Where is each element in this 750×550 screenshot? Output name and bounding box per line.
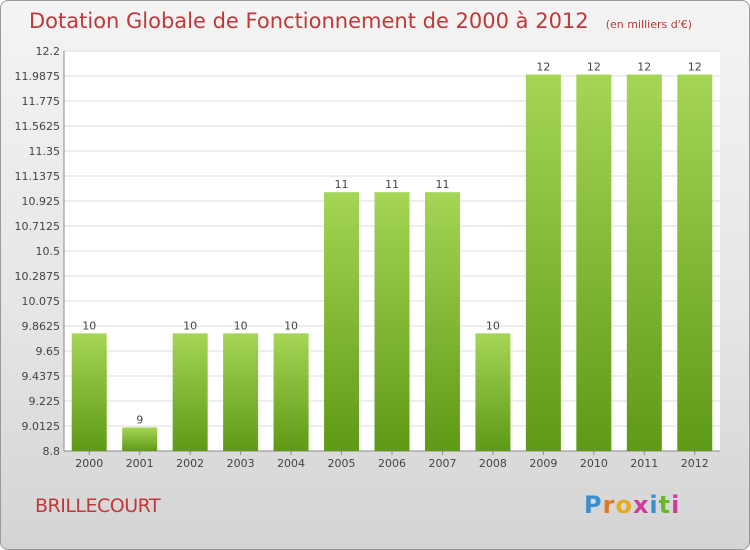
x-tick-label: 2012: [681, 457, 709, 470]
title-row: Dotation Globale de Fonctionnement de 20…: [29, 9, 692, 33]
bar: [122, 427, 158, 451]
x-tick-label: 2000: [75, 457, 103, 470]
y-tick-label: 10.075: [22, 295, 61, 308]
bar-value-label: 10: [486, 319, 500, 332]
y-tick-label: 11.775: [22, 95, 61, 108]
x-tick-label: 2008: [479, 457, 507, 470]
y-tick-label: 10.2875: [15, 270, 61, 283]
y-tick-label: 9.8625: [22, 320, 61, 333]
bar: [172, 333, 208, 451]
x-tick-label: 2009: [529, 457, 557, 470]
logo-letter: P: [584, 491, 603, 519]
bar-value-label: 12: [587, 61, 601, 74]
y-tick-label: 10.7125: [15, 220, 61, 233]
bar: [374, 192, 410, 452]
logo-letter: t: [658, 491, 672, 519]
bar: [324, 192, 360, 452]
bar: [424, 192, 460, 452]
x-tick-label: 2001: [126, 457, 154, 470]
bar-value-label: 9: [136, 413, 143, 426]
y-tick-label: 11.9875: [15, 70, 61, 83]
x-tick-label: 2002: [176, 457, 204, 470]
location-name: BRILLECOURT: [35, 495, 161, 517]
bar: [71, 333, 107, 451]
logo-letter: i: [671, 491, 681, 519]
y-tick-label: 10.925: [22, 195, 61, 208]
y-tick-label: 11.35: [29, 145, 61, 158]
x-tick-label: 2005: [328, 457, 356, 470]
bar: [677, 74, 713, 451]
bar-value-label: 11: [385, 178, 399, 191]
x-tick-label: 2007: [428, 457, 456, 470]
chart-subtitle: (en milliers d'€): [605, 18, 693, 31]
y-tick-label: 9.225: [29, 395, 61, 408]
x-tick-label: 2010: [580, 457, 608, 470]
bar-value-label: 10: [284, 319, 298, 332]
chart-title: Dotation Globale de Fonctionnement de 20…: [29, 9, 589, 33]
y-tick-label: 11.5625: [15, 120, 61, 133]
y-tick-label: 9.0125: [22, 420, 61, 433]
bar-value-label: 11: [435, 178, 449, 191]
bar-value-label: 10: [183, 319, 197, 332]
bar-value-label: 11: [335, 178, 349, 191]
y-tick-label: 12.2: [36, 45, 61, 58]
bar-value-label: 12: [688, 61, 702, 74]
logo-letter: r: [602, 491, 616, 519]
y-tick-label: 11.1375: [15, 170, 61, 183]
bar-value-label: 12: [637, 61, 651, 74]
y-tick-label: 10.5: [36, 245, 61, 258]
bar: [223, 333, 259, 451]
logo-letter: x: [632, 491, 650, 519]
y-tick-label: 9.4375: [22, 370, 61, 383]
bar: [626, 74, 662, 451]
bar-value-label: 10: [234, 319, 248, 332]
y-tick-label: 9.65: [36, 345, 61, 358]
x-tick-label: 2004: [277, 457, 305, 470]
logo-letter: i: [649, 491, 659, 519]
x-tick-label: 2006: [378, 457, 406, 470]
bar: [273, 333, 309, 451]
logo-letter: o: [615, 491, 633, 519]
bar-value-label: 10: [82, 319, 96, 332]
bar: [475, 333, 511, 451]
bar: [525, 74, 561, 451]
y-tick-label: 8.8: [43, 445, 61, 458]
bar: [576, 74, 612, 451]
proxiti-logo: Proxiti: [584, 491, 680, 519]
x-tick-label: 2003: [227, 457, 255, 470]
bar-value-label: 12: [536, 61, 550, 74]
x-tick-label: 2011: [630, 457, 658, 470]
